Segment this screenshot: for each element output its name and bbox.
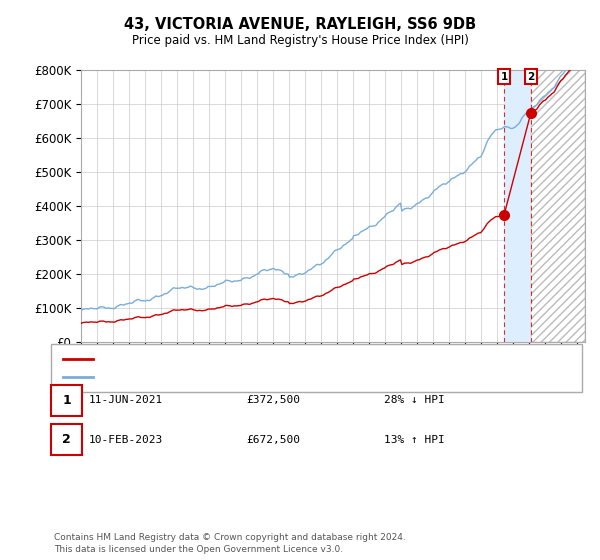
Text: Contains HM Land Registry data © Crown copyright and database right 2024.
This d: Contains HM Land Registry data © Crown c… xyxy=(54,533,406,554)
Bar xyxy=(531,70,585,342)
Text: 43, VICTORIA AVENUE, RAYLEIGH, SS6 9DB: 43, VICTORIA AVENUE, RAYLEIGH, SS6 9DB xyxy=(124,17,476,31)
Text: £672,500: £672,500 xyxy=(246,435,300,445)
Bar xyxy=(504,70,531,342)
Text: £372,500: £372,500 xyxy=(246,395,300,405)
Text: 28% ↓ HPI: 28% ↓ HPI xyxy=(384,395,445,405)
Text: 13% ↑ HPI: 13% ↑ HPI xyxy=(384,435,445,445)
Bar xyxy=(531,70,585,342)
Text: 2: 2 xyxy=(62,433,71,446)
Text: 11-JUN-2021: 11-JUN-2021 xyxy=(89,395,163,405)
Text: 1: 1 xyxy=(62,394,71,407)
Text: Price paid vs. HM Land Registry's House Price Index (HPI): Price paid vs. HM Land Registry's House … xyxy=(131,34,469,47)
Text: HPI: Average price, detached house, Rochford: HPI: Average price, detached house, Roch… xyxy=(99,372,338,382)
Text: 2: 2 xyxy=(527,72,535,82)
Text: 43, VICTORIA AVENUE, RAYLEIGH, SS6 9DB (detached house): 43, VICTORIA AVENUE, RAYLEIGH, SS6 9DB (… xyxy=(99,354,417,364)
Text: 10-FEB-2023: 10-FEB-2023 xyxy=(89,435,163,445)
Text: 1: 1 xyxy=(500,72,508,82)
